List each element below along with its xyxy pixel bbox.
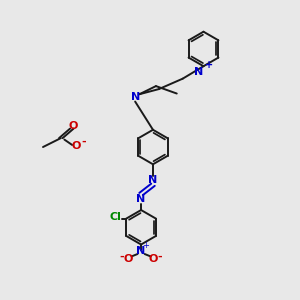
Text: -: - [120,251,124,261]
Text: +: + [205,60,213,70]
Text: +: + [142,241,149,250]
Text: -: - [82,137,86,147]
Text: -: - [158,251,162,261]
Text: O: O [69,121,78,130]
Text: N: N [136,194,146,204]
Text: N: N [148,175,158,185]
Text: O: O [124,254,133,264]
Text: N: N [130,92,140,101]
Text: O: O [71,141,80,152]
Text: Cl: Cl [110,212,122,222]
Text: N: N [136,246,146,256]
Text: N: N [194,67,203,77]
Text: O: O [149,254,158,264]
